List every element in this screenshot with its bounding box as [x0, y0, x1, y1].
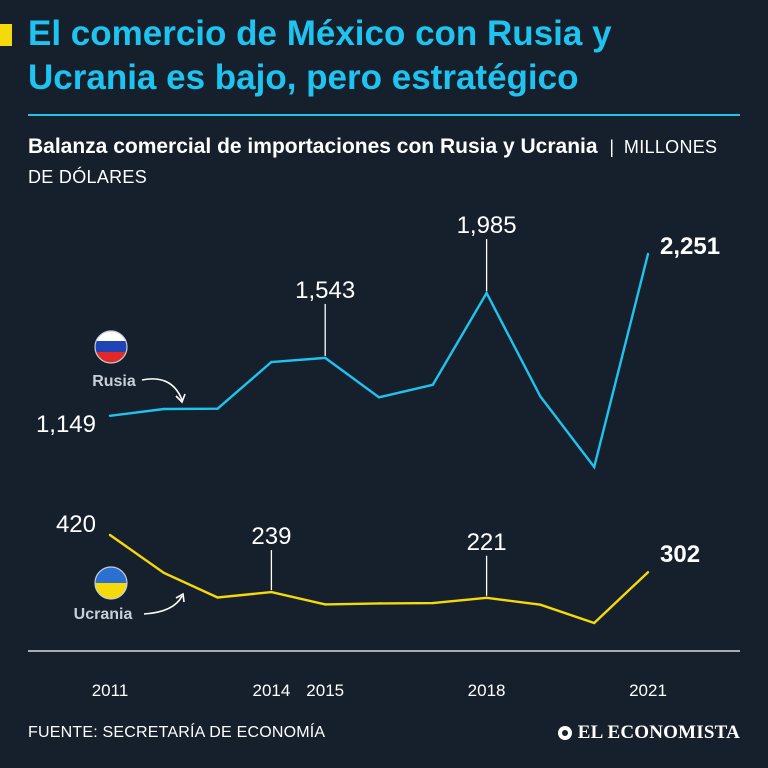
ucrania-arrowhead-icon	[175, 592, 185, 603]
data-point	[377, 602, 381, 605]
data-point	[431, 601, 434, 605]
data-point	[539, 395, 542, 398]
page-title: El comercio de México con Rusia y Ucrani…	[28, 14, 612, 97]
brand-mark-icon	[557, 726, 572, 740]
data-point	[324, 356, 327, 360]
brand-name: EL ECONOMISTA	[577, 722, 740, 743]
data-point	[539, 603, 542, 606]
data-point	[593, 465, 596, 469]
chart-subtitle: Balanza comercial de importaciones con R…	[28, 132, 728, 192]
series-line-ucrania	[109, 534, 649, 625]
data-point	[108, 533, 112, 537]
data-point	[485, 596, 488, 599]
data-point	[431, 383, 434, 386]
brand-logo: EL ECONOMISTA	[557, 722, 740, 744]
rusia-arrowhead-icon	[175, 393, 186, 404]
data-point	[646, 571, 650, 574]
data-label: 420	[56, 511, 96, 538]
rusia-legend-label: Rusia	[92, 373, 136, 390]
series-line-rusia	[109, 253, 650, 470]
data-label: 1,543	[295, 277, 355, 304]
data-point	[324, 603, 327, 606]
data-label: 239	[251, 523, 291, 550]
ukraine-flag-icon	[94, 566, 128, 600]
data-point	[216, 596, 219, 599]
ucrania-arrow-icon	[143, 595, 183, 615]
x-tick-label: 2011	[92, 681, 129, 700]
russia-flag-icon	[94, 330, 128, 364]
x-tick-label: 2021	[629, 681, 667, 700]
subtitle-text: Balanza comercial de importaciones con R…	[28, 135, 598, 158]
subtitle-separator: |	[609, 137, 615, 157]
data-label: 1,985	[457, 212, 517, 239]
data-point	[108, 414, 112, 417]
data-point	[162, 407, 165, 411]
accent-bar	[0, 24, 12, 46]
subtitle-units: MILLONES DE DÓLARES	[28, 137, 718, 187]
title-divider	[28, 114, 740, 116]
data-label: 302	[660, 541, 700, 568]
data-label: 2,251	[660, 233, 720, 260]
data-point	[216, 407, 219, 410]
data-point	[485, 291, 488, 295]
x-tick-label: 2014	[252, 681, 290, 700]
data-point	[593, 621, 596, 625]
ucrania-legend: Ucrania	[74, 566, 185, 623]
data-point	[646, 252, 650, 256]
data-label: 1,149	[36, 411, 96, 438]
rusia-arrow-icon	[141, 378, 183, 401]
data-point	[377, 396, 381, 399]
data-point	[270, 590, 273, 594]
data-point	[270, 360, 273, 364]
x-tick-label: 2015	[306, 681, 344, 700]
x-tick-label: 2018	[468, 681, 506, 700]
source-note: FUENTE: SECRETARÍA DE ECONOMÍA	[28, 724, 326, 741]
data-point	[162, 571, 165, 574]
rusia-legend: Rusia	[92, 330, 186, 404]
ucrania-legend-label: Ucrania	[74, 606, 133, 623]
data-label: 221	[467, 529, 507, 556]
